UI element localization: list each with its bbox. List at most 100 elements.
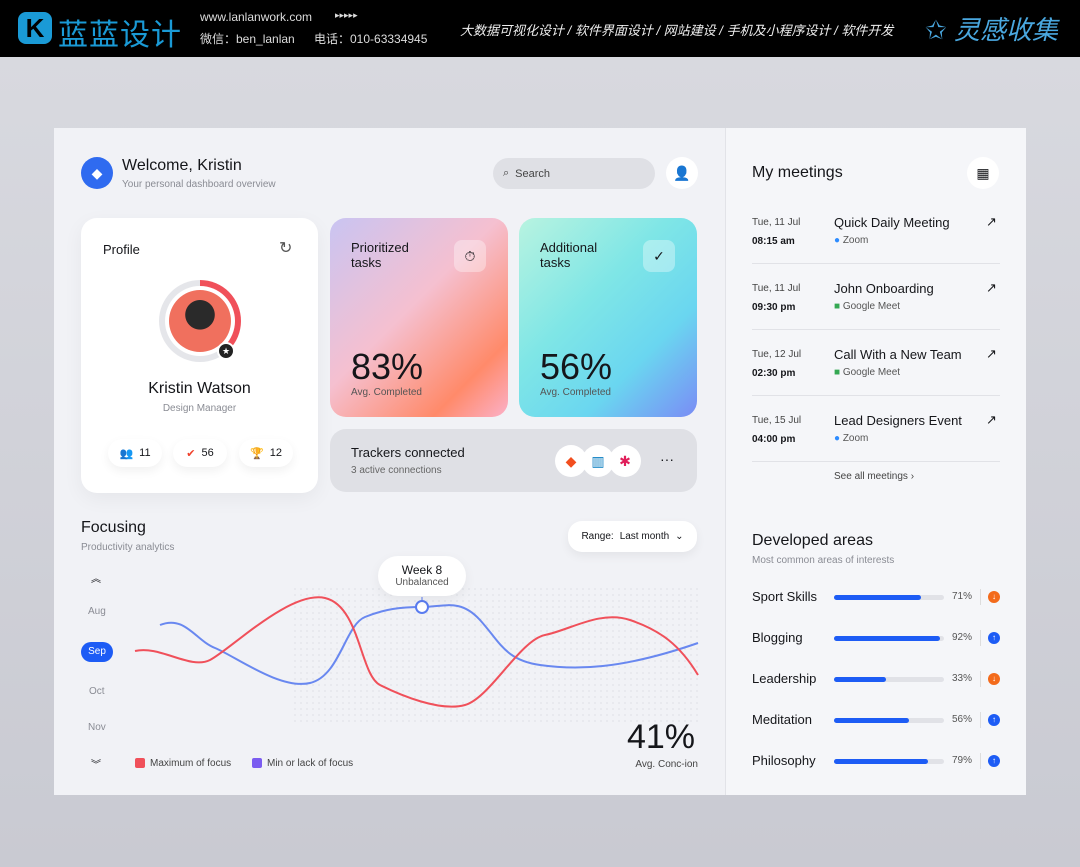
task-value: 56% bbox=[540, 346, 613, 387]
trello-icon[interactable]: ▥ bbox=[582, 445, 614, 477]
star-badge-icon: ★ bbox=[217, 342, 235, 360]
refresh-icon[interactable]: ↻ bbox=[279, 240, 293, 257]
divider bbox=[980, 630, 981, 646]
meeting-platform: Zoom bbox=[842, 433, 869, 444]
tooltip-subtitle: Unbalanced bbox=[395, 577, 449, 588]
scroll-up-icon[interactable]: ︽ bbox=[91, 574, 101, 585]
concentration-caption: Avg. Conc-ion bbox=[635, 759, 698, 770]
areas-title: Developed areas bbox=[752, 532, 873, 549]
task-caption: Avg. Completed bbox=[540, 387, 611, 398]
area-label: Leadership bbox=[752, 671, 817, 686]
open-arrow-icon[interactable]: ↗ bbox=[986, 280, 997, 295]
area-progress-bar bbox=[834, 636, 944, 641]
user-icon: 👤 bbox=[673, 164, 691, 181]
search-input[interactable]: ⌕ Search bbox=[493, 158, 655, 189]
area-label: Meditation bbox=[752, 712, 812, 727]
trend-down-icon: ↓ bbox=[988, 673, 1000, 685]
month-oct[interactable]: Oct bbox=[89, 686, 105, 697]
trackers-subtitle: 3 active connections bbox=[351, 465, 442, 476]
stat-pill-users[interactable]: 👥 11 bbox=[108, 439, 162, 467]
area-progress-bar bbox=[834, 595, 944, 600]
meeting-item[interactable]: Tue, 11 Jul 08:15 am Quick Daily Meeting… bbox=[752, 198, 1000, 264]
user-button[interactable]: 👤 bbox=[666, 157, 698, 189]
open-arrow-icon[interactable]: ↗ bbox=[986, 412, 997, 427]
prioritized-tasks-card[interactable]: Prioritized tasks ⏱ 83% Avg. Completed bbox=[330, 218, 508, 417]
stopwatch-icon: ⏱ bbox=[454, 240, 486, 272]
meeting-item[interactable]: Tue, 15 Jul 04:00 pm Lead Designers Even… bbox=[752, 396, 1000, 462]
stat-value: 11 bbox=[139, 447, 151, 459]
area-value: 79% bbox=[952, 755, 973, 766]
areas-subtitle: Most common areas of interests bbox=[752, 555, 895, 566]
calendar-icon: ▦ bbox=[976, 164, 990, 181]
page-title: Welcome, Kristin bbox=[122, 157, 242, 174]
concentration-value: 41% bbox=[626, 718, 695, 756]
additional-tasks-card[interactable]: Additional tasks ✓ 56% Avg. Completed bbox=[519, 218, 697, 417]
month-aug[interactable]: Aug bbox=[88, 606, 106, 617]
zoom-icon: ● bbox=[834, 433, 841, 444]
range-dropdown[interactable]: Range: Last month ⌄ bbox=[568, 521, 697, 552]
see-all-meetings-link[interactable]: See all meetings › bbox=[834, 471, 914, 482]
meeting-item[interactable]: Tue, 11 Jul 09:30 pm John Onboarding ■ G… bbox=[752, 264, 1000, 330]
meeting-date: Tue, 12 Jul bbox=[752, 349, 802, 360]
meeting-platform: Google Meet bbox=[842, 301, 901, 312]
chevron-down-icon: ⌄ bbox=[675, 531, 684, 542]
open-arrow-icon[interactable]: ↗ bbox=[986, 214, 997, 229]
meetings-title: My meetings bbox=[752, 164, 843, 181]
month-sep[interactable]: Sep bbox=[81, 642, 113, 662]
meeting-time: 04:00 pm bbox=[752, 434, 796, 445]
figma-icon[interactable]: ◆ bbox=[555, 445, 587, 477]
meeting-date: Tue, 11 Jul bbox=[752, 217, 801, 228]
scroll-down-icon[interactable]: ︾ bbox=[91, 760, 101, 771]
area-label: Sport Skills bbox=[752, 589, 818, 604]
users-icon: 👥 bbox=[119, 447, 134, 460]
trackers-title: Trackers connected bbox=[351, 445, 465, 460]
series-min-focus-line bbox=[159, 604, 699, 685]
divider bbox=[980, 671, 981, 687]
services: 大数据可视化设计 / 软件界面设计 / 网站建设 / 手机及小程序设计 / 软件… bbox=[460, 23, 894, 38]
meeting-date: Tue, 15 Jul bbox=[752, 415, 802, 426]
focusing-subtitle: Productivity analytics bbox=[81, 542, 175, 553]
profile-progress-ring: ★ bbox=[159, 280, 241, 362]
stat-pill-awards[interactable]: 🏆 12 bbox=[239, 439, 293, 467]
area-progress-bar bbox=[834, 677, 944, 682]
month-nov[interactable]: Nov bbox=[88, 722, 106, 733]
slack-icon[interactable]: ✱ bbox=[609, 445, 641, 477]
open-arrow-icon[interactable]: ↗ bbox=[986, 346, 997, 361]
site-url[interactable]: www.lanlanwork.com bbox=[200, 10, 313, 24]
avatar[interactable] bbox=[169, 290, 231, 352]
meeting-title: Quick Daily Meeting bbox=[834, 215, 950, 230]
meeting-time: 08:15 am bbox=[752, 236, 795, 247]
series-max-focus-line bbox=[134, 596, 699, 708]
meeting-title: John Onboarding bbox=[834, 281, 934, 296]
profile-card: Profile ↻ ★ Kristin Watson Design Manage… bbox=[81, 218, 318, 493]
highlight-point bbox=[415, 600, 429, 614]
stat-value: 12 bbox=[269, 447, 282, 459]
more-icon[interactable]: ··· bbox=[660, 451, 674, 467]
brand-logo-icon: K bbox=[18, 12, 52, 44]
arrows-icon: ▸▸▸▸▸ bbox=[335, 10, 358, 20]
tooltip-title: Week 8 bbox=[401, 563, 443, 577]
search-placeholder: Search bbox=[515, 167, 551, 180]
trackers-card[interactable]: Trackers connected 3 active connections … bbox=[330, 429, 697, 492]
check-badge-icon: ✔ bbox=[186, 447, 196, 460]
area-label: Blogging bbox=[752, 630, 803, 645]
area-progress-bar bbox=[834, 718, 944, 723]
trend-down-icon: ↓ bbox=[988, 591, 1000, 603]
calendar-button[interactable]: ▦ bbox=[967, 157, 999, 189]
wechat: 微信：ben_lanlan bbox=[200, 32, 295, 46]
check-circle-icon: ✓ bbox=[643, 240, 675, 272]
stat-pill-tasks[interactable]: ✔ 56 bbox=[173, 439, 227, 467]
meeting-time: 02:30 pm bbox=[752, 368, 796, 379]
meeting-platform: Zoom bbox=[842, 235, 869, 246]
task-title: Additional tasks bbox=[540, 240, 598, 270]
area-progress-bar bbox=[834, 759, 944, 764]
area-value: 56% bbox=[952, 714, 973, 725]
google-meet-icon: ■ bbox=[834, 367, 841, 378]
profile-title: Profile bbox=[103, 242, 140, 257]
legend-max: Maximum of focus bbox=[150, 758, 232, 769]
trend-up-icon: ↑ bbox=[988, 714, 1000, 726]
top-banner: K 蓝蓝设计 www.lanlanwork.com ▸▸▸▸▸ 微信：ben_l… bbox=[0, 0, 1080, 57]
range-value: Last month bbox=[619, 531, 670, 542]
task-value: 83% bbox=[351, 346, 424, 387]
meeting-item[interactable]: Tue, 12 Jul 02:30 pm Call With a New Tea… bbox=[752, 330, 1000, 396]
